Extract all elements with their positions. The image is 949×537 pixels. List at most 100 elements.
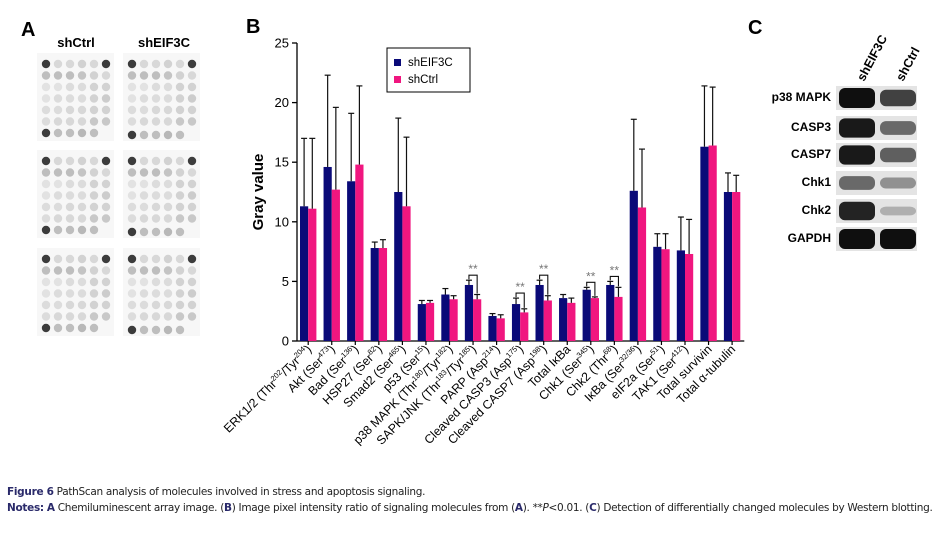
array-spot (139, 105, 149, 115)
bar-shctrl (496, 318, 505, 341)
array-spot (65, 117, 75, 126)
array-spot (187, 202, 197, 212)
array-spot (163, 117, 173, 126)
array-spot (175, 266, 185, 275)
array-spot (101, 94, 111, 103)
bar-shctrl (308, 208, 317, 341)
array-spot (77, 202, 87, 212)
significance-bracket (515, 292, 525, 308)
blot-band (880, 147, 916, 163)
bar-shctrl (732, 192, 741, 341)
bar-shctrl (637, 207, 647, 341)
array-spot (139, 71, 149, 80)
array-spot (139, 59, 149, 69)
array-spot (175, 289, 185, 298)
array-spot (127, 82, 137, 92)
array-spot (53, 254, 63, 264)
array-spot (77, 168, 87, 177)
bar-sheif3c (559, 298, 568, 341)
panel-ref: C (589, 502, 597, 514)
array-spot (41, 156, 51, 166)
array-spot (163, 202, 173, 212)
array-spot (89, 254, 99, 264)
panel-label-a: A (21, 19, 35, 41)
array-spot (127, 117, 137, 126)
bar-shctrl (378, 248, 388, 341)
bar-shctrl (331, 189, 340, 341)
array-spot (151, 266, 161, 275)
array-spot (127, 202, 137, 212)
array-spot (53, 59, 63, 69)
label-text: ERK1/2 (Thr (221, 377, 279, 435)
bar-shctrl (685, 253, 694, 341)
blot-row-label: GAPDH (788, 231, 831, 245)
array-spot (139, 117, 149, 126)
array-spot (101, 168, 111, 177)
array-spot (101, 300, 111, 310)
caption-title: PathScan analysis of molecules involved … (56, 486, 426, 498)
array-spot (163, 191, 173, 200)
notes-text: ). ** (522, 502, 543, 514)
blot-row-label: Chk2 (802, 203, 832, 217)
notes-text: ) Detection of differentially changed mo… (596, 502, 933, 514)
array-spot (175, 82, 185, 92)
bar-shctrl (567, 302, 576, 341)
blot-band (839, 176, 875, 190)
bar-shctrl (355, 164, 364, 341)
bar-sheif3c (676, 250, 685, 341)
bar-sheif3c (417, 304, 426, 341)
blot-band (880, 121, 916, 135)
array-spot (53, 71, 63, 80)
array-spot (77, 71, 87, 80)
array-spot (187, 266, 197, 275)
array-spot (41, 202, 51, 212)
array-spot (151, 289, 161, 298)
array-spot (101, 117, 111, 126)
array-spot (139, 202, 149, 212)
array-spot (127, 289, 137, 298)
array-spot (139, 312, 149, 321)
array-spot (151, 202, 161, 212)
array-spot (77, 254, 87, 264)
array-spot (187, 179, 197, 189)
array-spot (77, 179, 87, 189)
blot-band (839, 201, 875, 221)
notes-text: <0.01. ( (548, 502, 590, 514)
array-spot (101, 254, 111, 264)
array-spot (139, 191, 149, 200)
figure: A shCtrl shEIF3C B Gray value 0 5 10 15 20 25… (21, 16, 923, 448)
array-spot (139, 130, 149, 140)
lane-label-sheif3c: shEIF3C (854, 33, 890, 84)
array-spot (175, 156, 185, 166)
array-spot (89, 105, 99, 115)
array-spot (53, 94, 63, 103)
notes-text: Chemiluminescent array image. ( (54, 502, 225, 514)
array-spot (65, 71, 75, 80)
bar-sheif3c (582, 289, 591, 341)
array-spot (65, 254, 75, 264)
array-spot (163, 179, 173, 189)
array-spot (53, 266, 63, 275)
panel-a: A shCtrl shEIF3C (21, 19, 200, 336)
array-spot (187, 191, 197, 200)
caption-title-line: Figure 6 PathScan analysis of molecules … (7, 484, 947, 500)
array-spot (89, 266, 99, 275)
array-spot (101, 59, 111, 69)
array-spot (53, 300, 63, 310)
array-spot (41, 323, 51, 333)
bar-shctrl (449, 299, 458, 341)
significance-marker: ** (610, 263, 620, 277)
array-spot (163, 82, 173, 92)
array-spot (127, 266, 137, 275)
array-spot (77, 214, 87, 223)
array-spot (89, 168, 99, 177)
array-spot (175, 94, 185, 103)
array-spot (163, 312, 173, 321)
array-spot (41, 59, 51, 69)
array-spot (89, 323, 99, 333)
array-spot (163, 277, 173, 287)
array-spot (175, 130, 185, 140)
array-spot (187, 168, 197, 177)
blot-band (880, 89, 916, 107)
blot-row-label: CASP3 (791, 120, 831, 134)
